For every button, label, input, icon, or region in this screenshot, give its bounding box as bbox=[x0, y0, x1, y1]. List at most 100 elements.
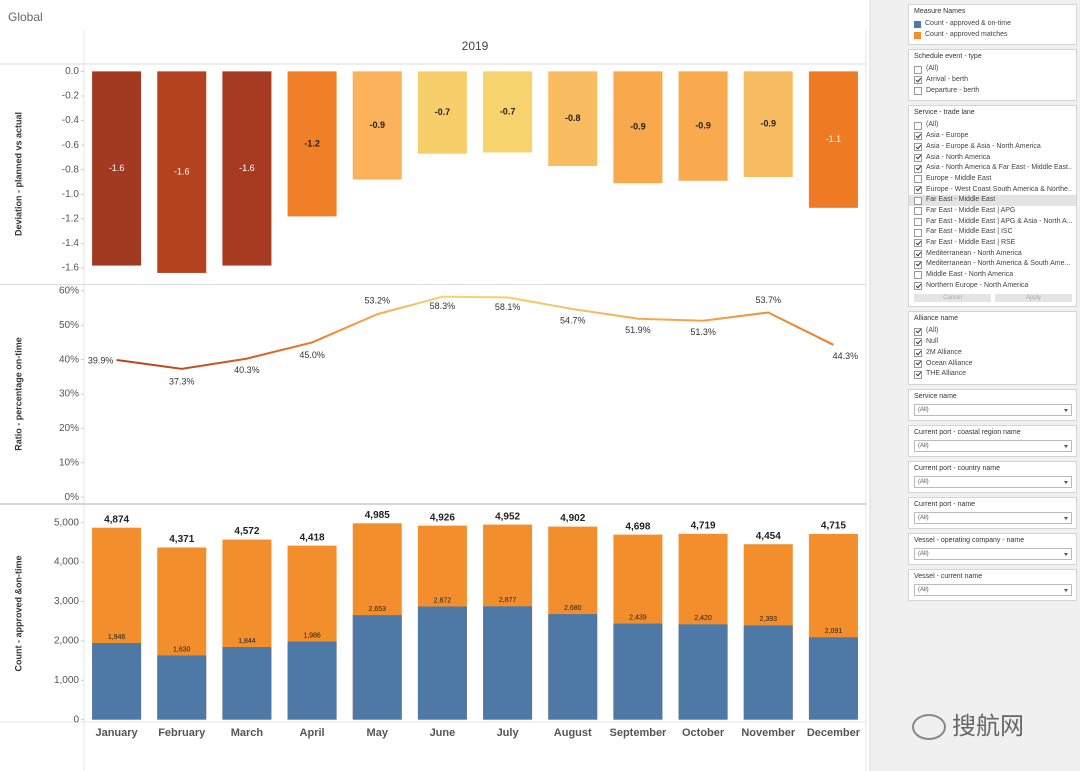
data-label: -1.1 bbox=[826, 134, 842, 144]
filter-item[interactable]: (All) bbox=[914, 326, 1072, 337]
filter-item[interactable]: Asia - Europe bbox=[914, 131, 1072, 142]
data-label: 4,418 bbox=[300, 532, 325, 543]
filter-item[interactable]: Departure - berth bbox=[914, 86, 1072, 97]
x-tick-label: October bbox=[682, 727, 725, 739]
filter-item[interactable]: Far East - Middle East bbox=[909, 195, 1076, 206]
filter-item[interactable]: Middle East - North America bbox=[914, 270, 1072, 281]
data-label: 4,572 bbox=[234, 526, 259, 537]
checkbox[interactable] bbox=[914, 164, 922, 173]
filter-item[interactable]: Europe - West Coast South America & Nort… bbox=[914, 185, 1072, 196]
dropdown-title: Current port - name bbox=[914, 500, 976, 508]
checkbox[interactable] bbox=[914, 239, 922, 248]
filter-item[interactable]: 2M Alliance bbox=[914, 348, 1072, 359]
checkbox[interactable] bbox=[914, 207, 922, 216]
dropdown[interactable]: (All) bbox=[914, 511, 1072, 524]
filter-item[interactable]: Mediterranean - North America bbox=[914, 249, 1072, 260]
checkbox[interactable] bbox=[914, 185, 922, 194]
x-tick-label: December bbox=[807, 727, 861, 739]
checkbox[interactable] bbox=[914, 250, 922, 259]
filter-sidebar: Measure Names Count - approved & on-time C… bbox=[908, 4, 1077, 605]
checkbox[interactable] bbox=[914, 196, 922, 205]
filter-item-label: Far East - Middle East | ISC bbox=[926, 228, 1013, 236]
data-label: 4,985 bbox=[365, 510, 390, 521]
dropdown-panel: Current port - coastal region name (All) bbox=[908, 424, 1077, 457]
y-axis-title: Ratio - percentage on-time bbox=[13, 337, 23, 451]
checkbox[interactable] bbox=[914, 76, 922, 85]
checkbox[interactable] bbox=[914, 349, 922, 358]
filter-item-label: Departure - berth bbox=[926, 86, 980, 94]
filter-item[interactable]: (All) bbox=[914, 120, 1072, 131]
bar bbox=[352, 71, 402, 180]
filter-item-label: Far East - Middle East | RSE bbox=[926, 239, 1016, 246]
watermark-text: 搜航网 bbox=[952, 712, 1024, 740]
filter-panel: Service - trade lane (All) Asia - Europe As… bbox=[908, 105, 1077, 308]
y-tick-label: -0.8 bbox=[62, 164, 80, 175]
checkbox[interactable] bbox=[914, 217, 922, 226]
filter-item[interactable]: THE Alliance bbox=[914, 369, 1072, 380]
dropdown-title: Current port - country name bbox=[914, 464, 1000, 472]
bar bbox=[222, 647, 272, 720]
filter-item[interactable]: Northern Europe - North America bbox=[914, 281, 1072, 292]
dropdown-panel: Vessel - current name (All) bbox=[908, 568, 1077, 601]
filter-item[interactable]: (All) bbox=[914, 64, 1072, 75]
data-label: 4,902 bbox=[560, 513, 585, 524]
dropdown-panel: Current port - name (All) bbox=[908, 496, 1077, 529]
checkbox[interactable] bbox=[914, 87, 922, 96]
filter-panel: Schedule event - type (All) Arrival - bert… bbox=[908, 49, 1077, 102]
checkbox[interactable] bbox=[914, 359, 922, 368]
filter-item-label: Asia - Europe & Asia - North America bbox=[926, 142, 1041, 150]
filter-item[interactable]: Asia - Europe & Asia - North America bbox=[914, 142, 1072, 153]
checkbox[interactable] bbox=[914, 370, 922, 379]
filter-item-label: 2M Alliance bbox=[926, 348, 962, 356]
button[interactable]: Apply bbox=[995, 294, 1072, 303]
filter-item[interactable]: Mediterranean - North America & South Am… bbox=[914, 259, 1072, 270]
y-tick-label: 0.0 bbox=[65, 66, 79, 77]
filter-item-label: Asia - Europe bbox=[926, 132, 969, 140]
filter-item[interactable]: Far East - Middle East | RSE bbox=[914, 238, 1072, 249]
filter-item[interactable]: Asia - North America bbox=[914, 153, 1072, 164]
legend-swatch bbox=[914, 20, 921, 28]
checkbox[interactable] bbox=[914, 175, 922, 184]
data-label: 58.3% bbox=[430, 301, 456, 311]
checkbox[interactable] bbox=[914, 338, 922, 347]
checkbox[interactable] bbox=[914, 143, 922, 152]
data-label: -0.7 bbox=[435, 107, 451, 117]
checkbox[interactable] bbox=[914, 271, 922, 280]
filter-item-label: Arrival - berth bbox=[926, 76, 969, 84]
checkbox[interactable] bbox=[914, 65, 922, 74]
bar bbox=[678, 71, 728, 181]
checkbox[interactable] bbox=[914, 282, 922, 291]
button[interactable]: Cancel bbox=[914, 294, 991, 303]
data-label: 51.9% bbox=[625, 325, 651, 335]
dropdown[interactable]: (All) bbox=[914, 439, 1072, 452]
filter-item[interactable]: Far East - Middle East | ISC bbox=[914, 227, 1072, 238]
filter-panel: Alliance name (All) Null 2M Alliance Ocean A… bbox=[908, 311, 1077, 385]
dropdown[interactable]: (All) bbox=[914, 403, 1072, 416]
checkbox[interactable] bbox=[914, 228, 922, 237]
data-label: 4,698 bbox=[625, 521, 650, 532]
checkbox[interactable] bbox=[914, 260, 922, 269]
x-tick-label: September bbox=[609, 727, 667, 739]
filter-item[interactable]: Arrival - berth bbox=[914, 75, 1072, 86]
checkbox[interactable] bbox=[914, 327, 922, 336]
filter-item[interactable]: Asia - North America & Far East - Middle… bbox=[914, 163, 1072, 174]
filter-item-label: Null bbox=[926, 338, 939, 346]
filter-item[interactable]: Far East - Middle East | APG & Asia - No… bbox=[914, 217, 1072, 228]
filter-item-label: THE Alliance bbox=[926, 370, 967, 378]
filter-item[interactable]: Far East - Middle East | APG bbox=[914, 206, 1072, 217]
data-label: 2,680 bbox=[564, 605, 582, 612]
x-tick-label: May bbox=[367, 727, 389, 739]
dropdown[interactable]: (All) bbox=[914, 583, 1072, 596]
dropdown[interactable]: (All) bbox=[914, 547, 1072, 560]
checkbox[interactable] bbox=[914, 132, 922, 141]
filter-item[interactable]: Null bbox=[914, 337, 1072, 348]
dropdown[interactable]: (All) bbox=[914, 475, 1072, 488]
filter-item[interactable]: Europe - Middle East bbox=[914, 174, 1072, 185]
filter-item[interactable]: Ocean Alliance bbox=[914, 359, 1072, 370]
data-label: -0.9 bbox=[760, 119, 776, 129]
legend-label: Count - approved matches bbox=[925, 30, 1008, 38]
checkbox[interactable] bbox=[914, 121, 922, 130]
checkbox[interactable] bbox=[914, 153, 922, 162]
filter-item-label: Northern Europe - North America bbox=[926, 281, 1029, 289]
filter-buttons: Cancel Apply bbox=[914, 294, 1072, 303]
